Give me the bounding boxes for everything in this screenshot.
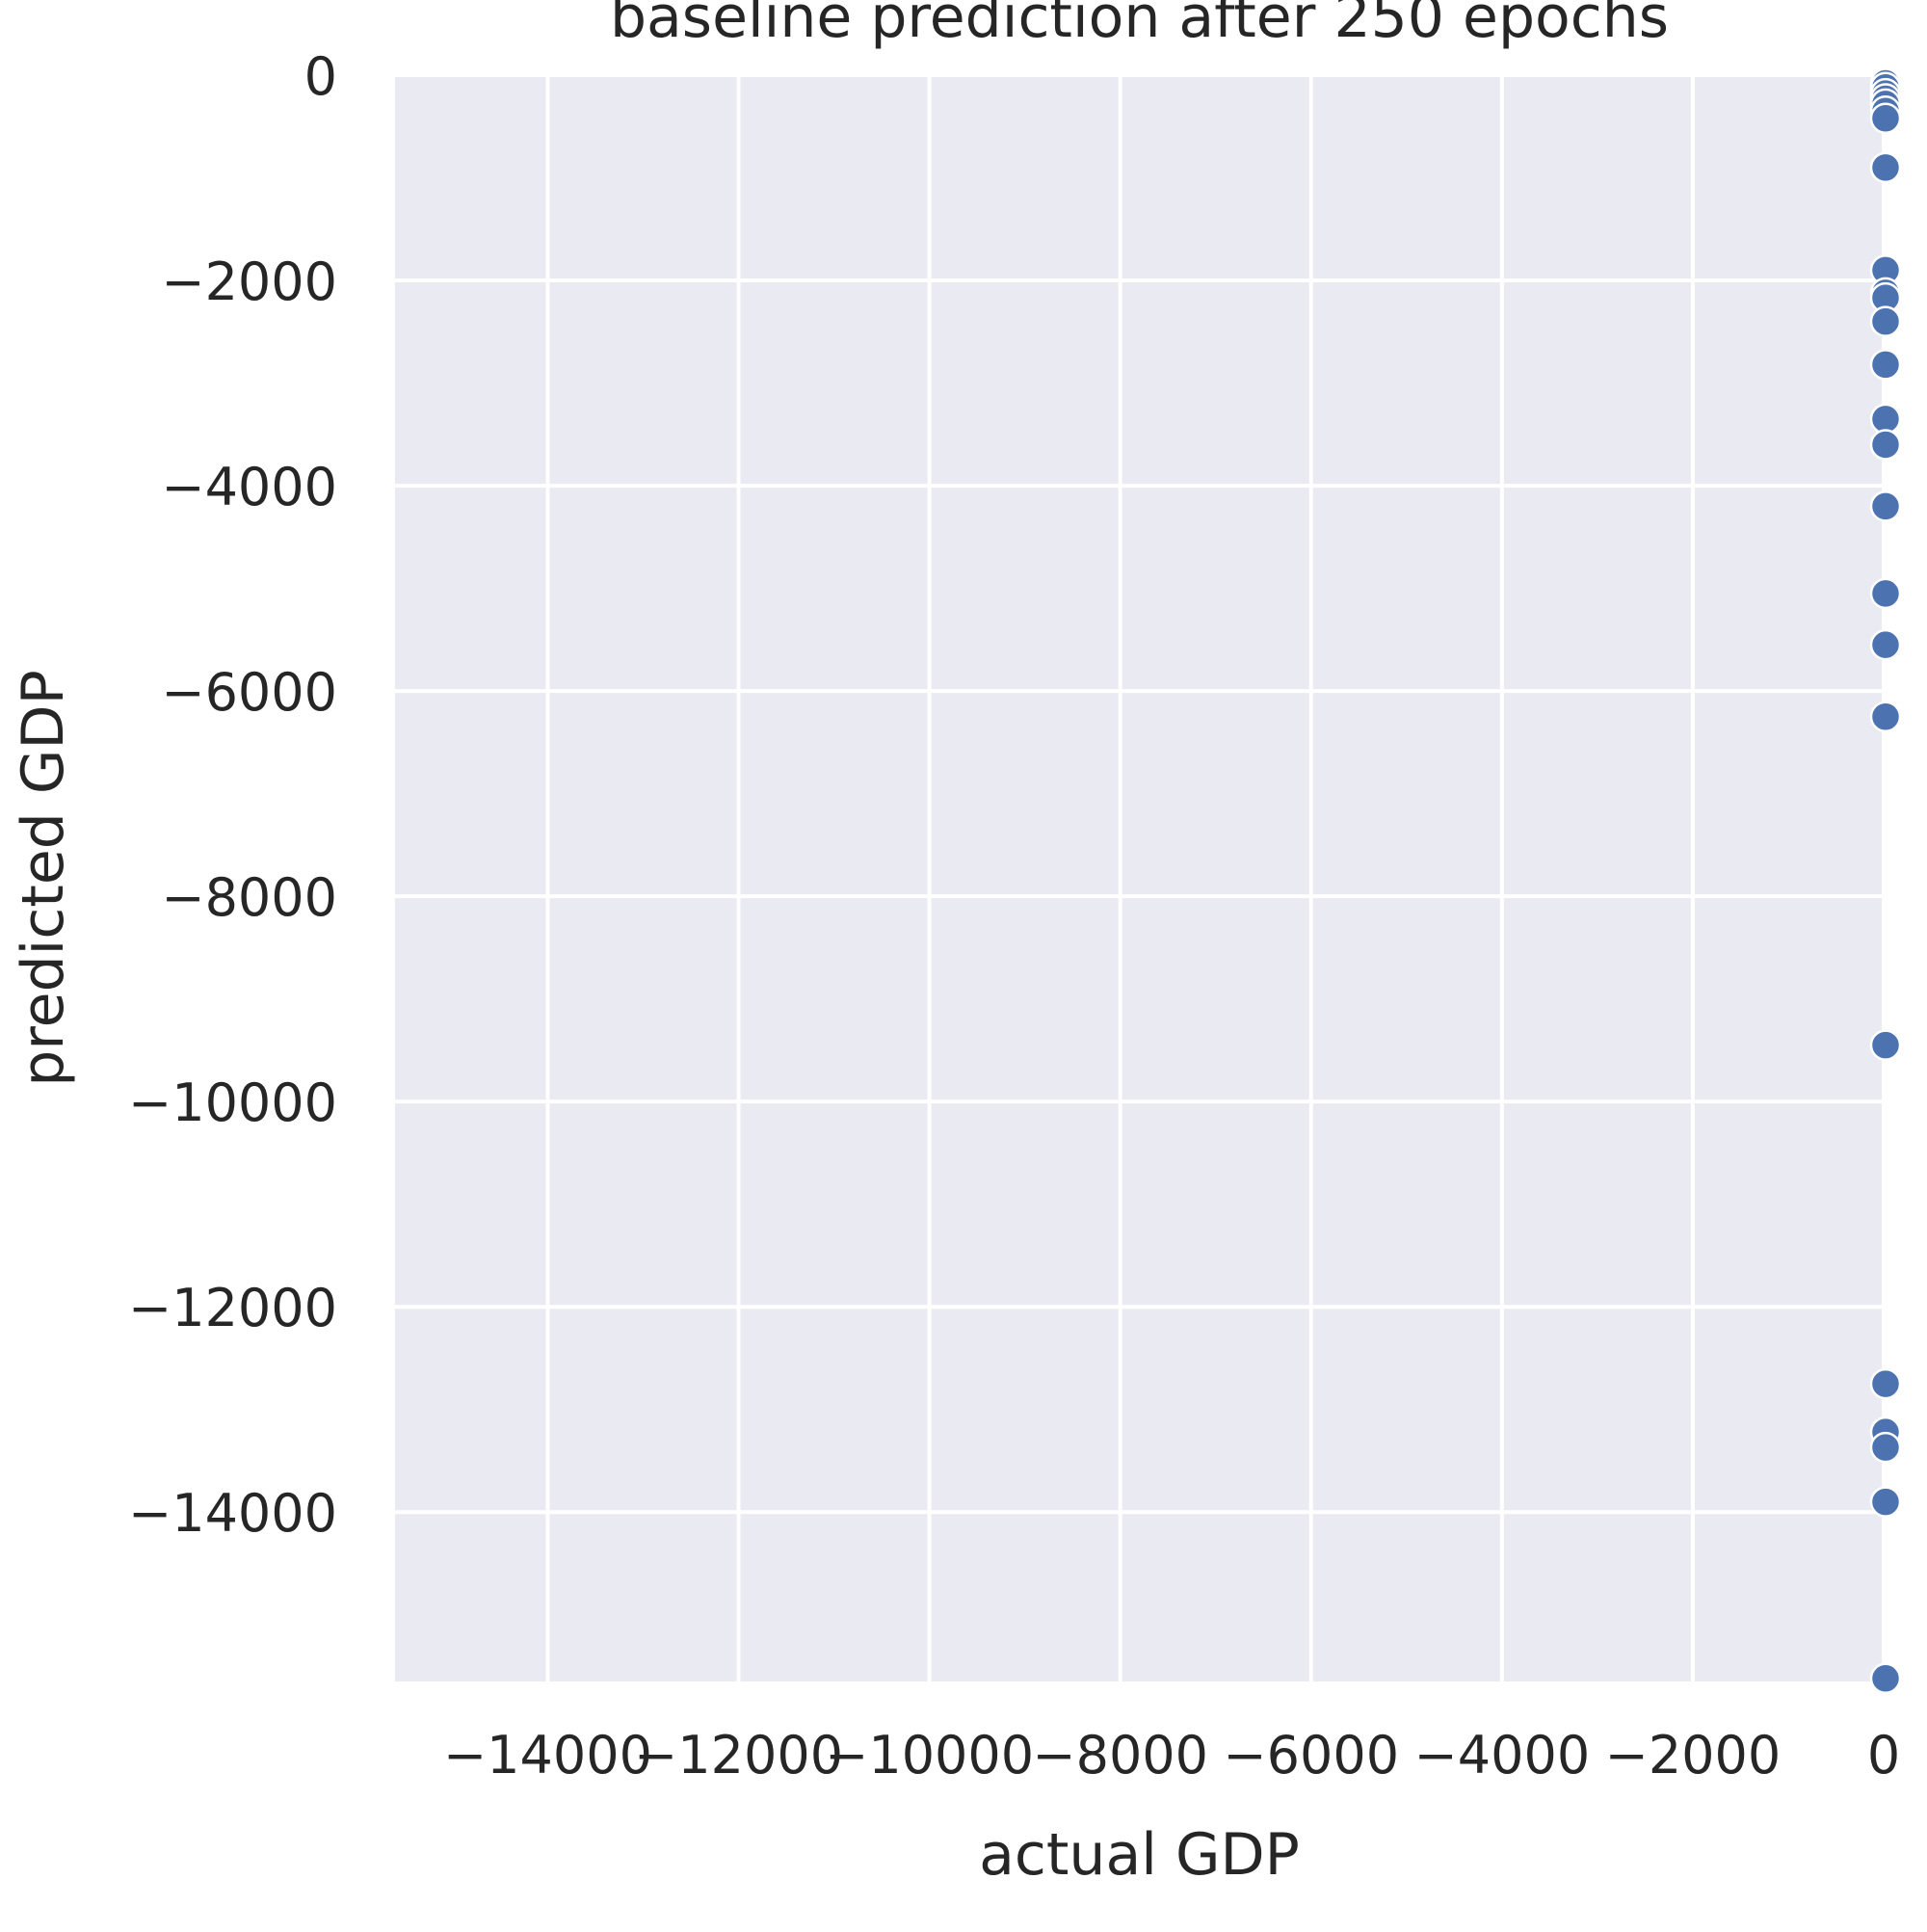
x-tick-label: 0 <box>1867 1725 1900 1786</box>
y-tick-label: −2000 <box>161 251 337 312</box>
x-tick-label: −12000 <box>634 1725 843 1786</box>
y-tick-label: −6000 <box>161 662 337 723</box>
x-tick-label: −6000 <box>1223 1725 1399 1786</box>
x-tick-label: −10000 <box>825 1725 1034 1786</box>
x-tick-label: −4000 <box>1414 1725 1591 1786</box>
data-point <box>1869 577 1902 610</box>
x-axis-label: actual GDP <box>979 1821 1300 1889</box>
y-tick-label: −14000 <box>128 1483 337 1544</box>
data-point <box>1869 429 1902 461</box>
vertical-gridlines <box>545 75 1886 1681</box>
data-point <box>1869 151 1902 184</box>
horizontal-gridlines <box>395 73 1884 1515</box>
data-point <box>1869 1662 1902 1695</box>
data-point <box>1869 1029 1902 1061</box>
data-points <box>1869 67 1902 1695</box>
x-tick-labels: −14000−12000−10000−8000 −6000 −4000 −2000 0 <box>443 1725 1900 1786</box>
x-tick-label: −8000 <box>1032 1725 1208 1786</box>
data-point <box>1869 305 1902 337</box>
y-tick-label: 0 <box>304 46 337 107</box>
data-point <box>1869 102 1902 134</box>
data-point <box>1869 349 1902 381</box>
y-tick-label: −8000 <box>161 867 337 928</box>
data-point <box>1869 1367 1902 1400</box>
x-tick-label: −2000 <box>1605 1725 1782 1786</box>
x-tick-label: −14000 <box>443 1725 652 1786</box>
plot-area <box>395 75 1884 1681</box>
data-point <box>1869 701 1902 732</box>
data-point <box>1869 490 1902 522</box>
data-point <box>1869 1486 1902 1518</box>
data-point <box>1869 1431 1902 1464</box>
y-tick-label: −12000 <box>128 1278 337 1338</box>
data-point <box>1869 628 1902 661</box>
y-tick-label: −4000 <box>161 457 337 517</box>
y-tick-label: −10000 <box>128 1072 337 1133</box>
chart-title: baseline prediction after 250 epochs <box>610 0 1669 51</box>
y-tick-labels: 0 −2000 −4000 −6000 −8000 −10000 −12000 −14000 <box>128 46 337 1544</box>
y-axis-label: predicted GDP <box>10 670 77 1087</box>
